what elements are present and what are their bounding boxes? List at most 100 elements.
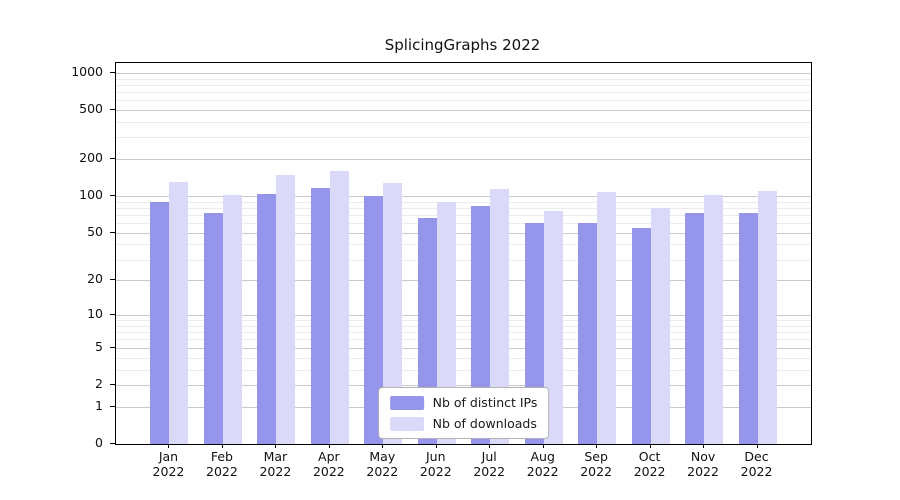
x-tick-month: Feb bbox=[210, 449, 233, 464]
x-tick-month: Aug bbox=[530, 449, 555, 464]
y-axis-tick-mark bbox=[110, 109, 115, 111]
x-tick-year: 2022 bbox=[366, 464, 399, 480]
x-tick-year: 2022 bbox=[259, 464, 292, 480]
x-axis-tick-mark bbox=[221, 444, 223, 448]
y-axis-tick-mark bbox=[110, 195, 115, 197]
x-tick-month: Mar bbox=[263, 449, 288, 464]
plot-area: Nb of distinct IPs Nb of downloads bbox=[115, 62, 812, 445]
gridline-minor bbox=[116, 332, 811, 334]
x-tick-month: Jan bbox=[158, 449, 179, 464]
y-axis-tick-mark bbox=[110, 383, 115, 385]
bar-downloads bbox=[597, 191, 617, 444]
y-axis-tick-mark bbox=[110, 405, 115, 407]
gridline-major bbox=[116, 315, 811, 317]
x-tick-month: Jul bbox=[481, 449, 497, 464]
bar-downloads bbox=[169, 182, 189, 444]
x-axis-tick-label: Jan 2022 bbox=[138, 449, 198, 480]
bar-downloads bbox=[276, 175, 296, 444]
bar-downloads bbox=[757, 191, 777, 444]
x-tick-year: 2022 bbox=[526, 464, 559, 480]
gridline-minor bbox=[116, 259, 811, 261]
x-axis-tick-label: Feb 2022 bbox=[192, 449, 252, 480]
bar-downloads bbox=[490, 188, 510, 444]
y-axis-tick-label: 1000 bbox=[71, 63, 103, 79]
x-tick-month: Jun bbox=[426, 449, 446, 464]
y-axis-tick-mark bbox=[110, 231, 115, 233]
x-axis-tick-label: May 2022 bbox=[352, 449, 412, 480]
gridline-minor bbox=[116, 357, 811, 359]
legend-swatch-downloads bbox=[389, 416, 424, 431]
x-tick-month: May bbox=[369, 449, 396, 464]
bar-downloads bbox=[222, 194, 242, 444]
bar-distinct-ips bbox=[578, 223, 598, 444]
x-tick-month: Oct bbox=[638, 449, 661, 464]
x-axis-tick-mark bbox=[542, 444, 544, 448]
x-tick-year: 2022 bbox=[740, 464, 773, 480]
x-tick-year: 2022 bbox=[206, 464, 238, 480]
x-axis-tick-label: Jul 2022 bbox=[459, 449, 519, 480]
y-axis-tick-label: 20 bbox=[87, 271, 103, 287]
x-axis-tick-label: Mar 2022 bbox=[245, 449, 305, 480]
y-axis-tick-label: 1 bbox=[95, 397, 103, 413]
x-axis-tick-mark bbox=[168, 444, 170, 448]
y-axis-tick-label: 100 bbox=[79, 187, 103, 203]
gridline-minor bbox=[116, 369, 811, 371]
gridline-minor bbox=[116, 223, 811, 225]
y-axis-tick-mark bbox=[110, 346, 115, 348]
gridline-major bbox=[116, 110, 811, 112]
chart-title: SplicingGraphs 2022 bbox=[384, 36, 541, 54]
x-axis-tick-mark bbox=[382, 444, 384, 448]
y-axis-tick-mark bbox=[110, 158, 115, 160]
x-tick-year: 2022 bbox=[633, 464, 666, 480]
x-axis-tick-label: Dec 2022 bbox=[727, 449, 787, 480]
bar-distinct-ips bbox=[471, 205, 491, 444]
x-axis-tick-label: Jun 2022 bbox=[406, 449, 466, 480]
gridline-minor bbox=[116, 84, 811, 86]
bar-distinct-ips bbox=[203, 212, 223, 444]
bar-distinct-ips bbox=[685, 212, 705, 444]
x-tick-year: 2022 bbox=[152, 464, 185, 480]
x-axis-tick-mark bbox=[489, 444, 491, 448]
y-axis-tick-label: 500 bbox=[79, 101, 103, 117]
x-tick-year: 2022 bbox=[687, 464, 719, 480]
y-axis-tick-mark bbox=[110, 443, 115, 444]
x-tick-year: 2022 bbox=[580, 464, 613, 480]
x-axis-tick-label: Oct 2022 bbox=[620, 449, 680, 480]
x-tick-month: Apr bbox=[318, 449, 340, 464]
bar-distinct-ips bbox=[364, 196, 384, 444]
bar-distinct-ips bbox=[257, 193, 277, 444]
x-axis-tick-label: Aug 2022 bbox=[513, 449, 573, 480]
y-axis-tick-mark bbox=[110, 314, 115, 316]
bar-downloads bbox=[704, 194, 724, 444]
gridline-minor bbox=[116, 214, 811, 216]
gridline-major bbox=[116, 159, 811, 161]
bar-downloads bbox=[650, 207, 670, 444]
x-axis-tick-mark bbox=[703, 444, 705, 448]
gridline-minor bbox=[116, 320, 811, 322]
x-tick-month: Nov bbox=[690, 449, 716, 464]
y-axis-tick-label: 2 bbox=[95, 375, 103, 391]
bar-distinct-ips bbox=[150, 201, 170, 444]
x-axis-tick-mark bbox=[328, 444, 330, 448]
y-axis-tick-label: 5 bbox=[95, 338, 103, 354]
y-axis-tick-label: 10 bbox=[87, 306, 103, 322]
bar-distinct-ips bbox=[631, 227, 651, 444]
bar-distinct-ips bbox=[738, 212, 758, 444]
x-axis-tick-mark bbox=[435, 444, 437, 448]
y-axis-tick-label: 0 bbox=[95, 435, 103, 450]
x-axis-tick-mark bbox=[596, 444, 598, 448]
x-axis-tick-label: Apr 2022 bbox=[299, 449, 359, 480]
bar-downloads bbox=[436, 201, 456, 444]
gridline-minor bbox=[116, 201, 811, 203]
gridline-major bbox=[116, 280, 811, 282]
gridline-minor bbox=[116, 244, 811, 246]
y-axis-tick-label: 200 bbox=[79, 150, 103, 166]
gridline-minor bbox=[116, 100, 811, 102]
gridline-minor bbox=[116, 339, 811, 341]
legend: Nb of distinct IPs Nb of downloads bbox=[377, 387, 550, 439]
gridline-major bbox=[116, 232, 811, 234]
gridline-minor bbox=[116, 78, 811, 80]
x-tick-year: 2022 bbox=[419, 464, 452, 480]
y-axis-tick-mark bbox=[110, 279, 115, 281]
